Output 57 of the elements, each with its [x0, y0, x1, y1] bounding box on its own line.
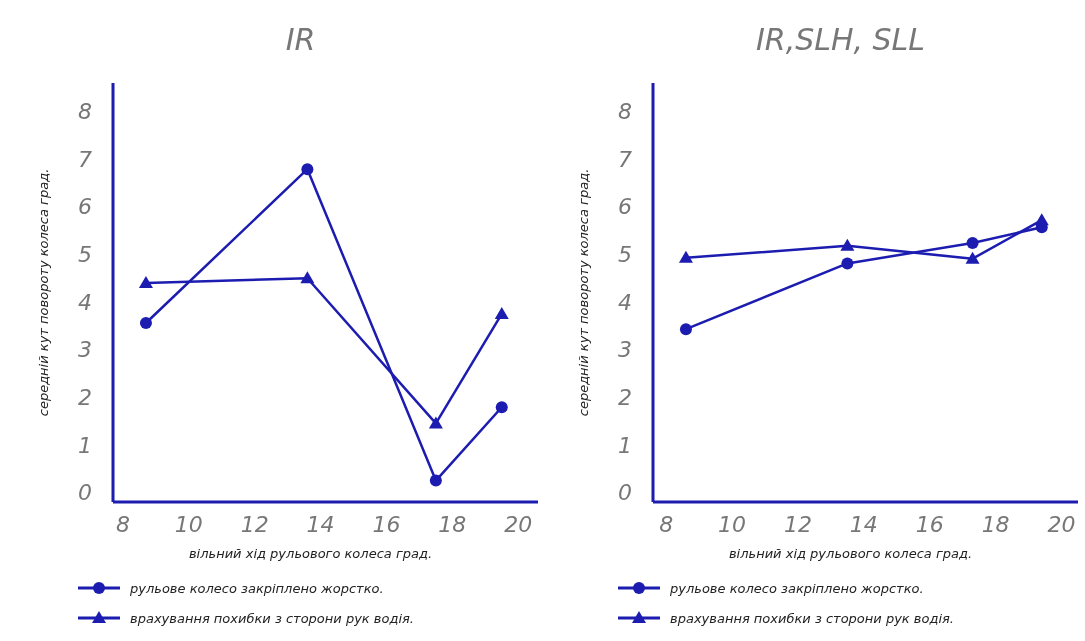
- y-tick-label: 2: [78, 384, 92, 410]
- y-tick-label: 5: [618, 242, 632, 268]
- point: [841, 257, 854, 270]
- point: [429, 474, 442, 487]
- point: [428, 416, 443, 429]
- y-tick-label: 6: [78, 194, 92, 220]
- y-tick-label: 4: [78, 289, 92, 315]
- point: [138, 275, 153, 288]
- x-tick-label: 8: [115, 512, 130, 537]
- point: [678, 250, 693, 263]
- x-tick-label: 20: [1047, 512, 1076, 537]
- y-tick-label: 0: [618, 480, 632, 506]
- point: [840, 238, 855, 251]
- legend-label: рульове колесо закріплено жорстко.: [669, 580, 924, 596]
- x-tick-label: 14: [849, 512, 878, 537]
- y-tick-label: 8: [78, 99, 92, 125]
- legend-label: врахування похибки з сторони рук водія.: [130, 610, 414, 626]
- x-tick-label: 14: [306, 512, 335, 537]
- x-axis-title: вільний хід рульового колеса град.: [188, 546, 433, 561]
- y-tick-label: 5: [78, 242, 92, 268]
- x-tick-label: 8: [659, 512, 674, 537]
- x-axis-title: вільний хід рульового колеса град.: [728, 546, 973, 561]
- chart-title: IR: [285, 22, 316, 57]
- x-tick-label: 18: [438, 512, 467, 537]
- legend-label: врахування похибки з сторони рук водія.: [670, 610, 954, 626]
- y-axis-title: середній кут повороту колеса град.: [576, 168, 591, 417]
- y-tick-label: 3: [618, 337, 632, 363]
- point: [495, 401, 508, 414]
- legend-label: рульове колесо закріплено жорстко.: [129, 580, 384, 596]
- x-tick-label: 20: [504, 512, 533, 537]
- point: [139, 316, 152, 329]
- point: [1034, 213, 1049, 226]
- y-tick-label: 7: [618, 146, 632, 172]
- x-tick-label: 10: [718, 512, 747, 537]
- chart-title: IR,SLH, SLL: [755, 22, 926, 57]
- y-tick-label: 1: [78, 432, 92, 458]
- x-tick-label: 10: [174, 512, 203, 537]
- y-tick-label: 0: [78, 480, 92, 506]
- point: [966, 236, 979, 249]
- y-tick-label: 3: [78, 337, 92, 363]
- point: [965, 251, 980, 264]
- y-tick-label: 6: [618, 194, 632, 220]
- y-tick-label: 2: [618, 384, 632, 410]
- point: [679, 323, 692, 336]
- x-tick-label: 18: [981, 512, 1010, 537]
- point: [300, 271, 315, 284]
- x-tick-label: 12: [240, 512, 269, 537]
- y-tick-label: 1: [618, 432, 632, 458]
- x-tick-label: 16: [372, 512, 401, 537]
- y-tick-label: 7: [78, 146, 92, 172]
- x-tick-label: 16: [915, 512, 944, 537]
- point: [494, 306, 509, 319]
- point: [301, 163, 314, 176]
- x-tick-label: 12: [783, 512, 812, 537]
- y-tick-label: 4: [618, 289, 632, 315]
- y-axis-title: середній кут повороту колеса град.: [36, 168, 51, 417]
- y-tick-label: 8: [618, 99, 632, 125]
